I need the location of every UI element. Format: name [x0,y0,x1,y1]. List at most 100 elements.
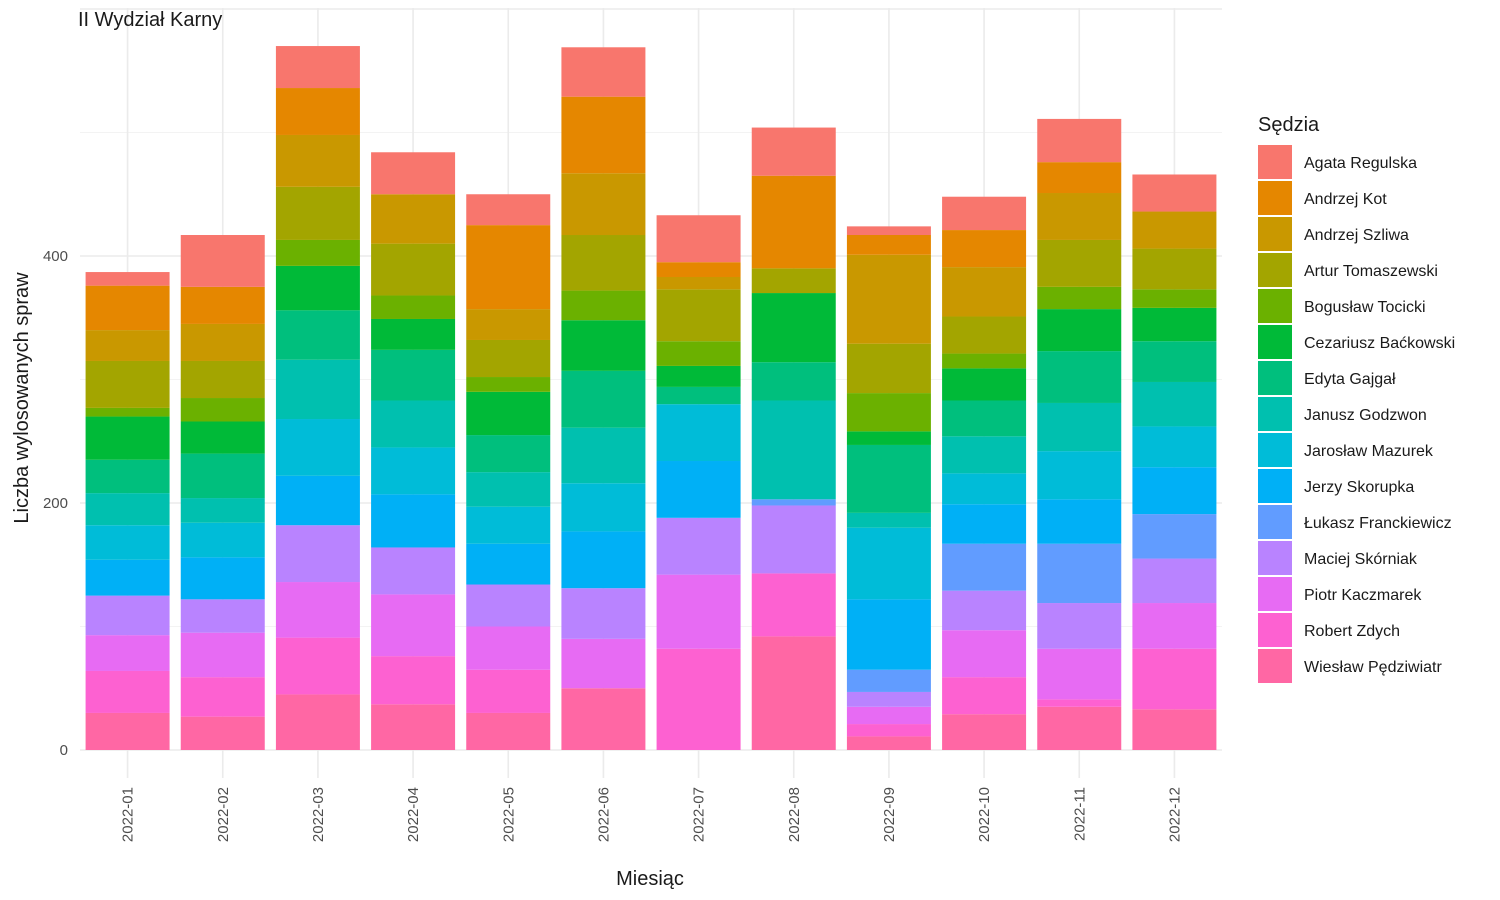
bar-segment [371,152,456,195]
bar-segment [1037,162,1122,194]
bar-segment [275,359,360,420]
bar-segment [1037,402,1122,452]
legend-swatch [1258,649,1292,683]
bar-segment [846,393,931,432]
bar-segment [466,506,551,544]
bar-segment [1037,351,1122,403]
bar-segment [846,343,931,394]
bar-segment [1037,706,1122,750]
bars [85,46,1217,750]
legend-swatch [1258,253,1292,287]
bar-segment [1132,426,1217,468]
bar-segment [275,239,360,266]
bar-segment [942,504,1027,544]
legend-label: Artur Tomaszewski [1304,263,1438,280]
bar-segment [180,599,265,633]
bar-segment [275,475,360,526]
y-axis-ticks: 0 200 400 [43,248,68,759]
bar-segment [180,632,265,678]
bar-segment [846,691,931,707]
bar-segment [466,194,551,226]
bar-segment [371,547,456,595]
bar-segment [751,400,836,500]
bar-segment [751,362,836,401]
bar-segment [846,431,931,445]
bar-segment [180,286,265,324]
bar-segment [846,527,931,600]
bar-segment [751,499,836,506]
bar-segment [466,435,551,473]
x-tick-label: 2022-12 [1166,787,1183,842]
bar-segment [656,289,741,342]
bar-segment [1037,118,1122,163]
bar-segment [846,599,931,670]
bar-segment [561,531,646,589]
bar-segment [275,310,360,360]
bar-segment [1132,648,1217,710]
legend-swatch [1258,613,1292,647]
bar-segment [275,419,360,476]
bar-segment [846,226,931,236]
bar-segment [85,493,170,526]
bar-segment [561,173,646,236]
legend-label: Edyta Gajgał [1304,371,1396,388]
bar-segment [942,714,1027,750]
bar-segment [942,543,1027,591]
bar-segment [751,293,836,363]
bar-segment [656,517,741,575]
bar-segment [85,416,170,460]
bar-segment [846,512,931,528]
bar-segment [371,656,456,705]
bar-segment [561,638,646,689]
bar-segment [1037,603,1122,649]
legend-swatch [1258,433,1292,467]
bar-segment [1037,699,1122,707]
bar-segment [942,677,1027,715]
bar-segment [942,436,1027,474]
bar-segment [656,461,741,518]
legend-label: Robert Zdych [1304,623,1400,640]
legend-swatch [1258,505,1292,539]
legend-label: Cezariusz Baćkowski [1304,335,1455,352]
bar-segment [371,194,456,244]
legend-swatch [1258,541,1292,575]
bar-segment [751,268,836,294]
bar-segment [275,186,360,240]
x-tick-label: 2022-11 [1071,787,1088,841]
bar-segment [371,295,456,319]
bar-segment [656,404,741,462]
bar-segment [942,400,1027,437]
y-axis-title: Liczba wylosowanych spraw [11,272,33,524]
bar-segment [85,525,170,560]
bar-segment [275,46,360,89]
legend-swatch [1258,361,1292,395]
bar-segment [371,243,456,296]
legend-label: Wiesław Pędziwiatr [1304,659,1442,676]
x-tick-label: 2022-09 [881,787,898,842]
bar-segment [561,370,646,428]
bar-segment [1037,648,1122,700]
bar-segment [751,636,836,750]
bar-segment [656,262,741,277]
x-tick-label: 2022-10 [976,787,993,842]
chart-title: II Wydział Karny [78,9,222,31]
bar-segment [1037,193,1122,240]
bar-segment [85,712,170,750]
bar-segment [1037,286,1122,310]
x-axis-title: Miesiąc [616,868,684,890]
bar-segment [466,339,551,378]
bar-segment [656,386,741,405]
bar-segment [1132,341,1217,382]
bar-segment [180,323,265,361]
bar-segment [942,316,1027,354]
y-tick-label: 200 [43,495,68,512]
legend-label: Agata Regulska [1304,155,1417,172]
bar-segment [942,196,1027,231]
bar-segment [846,235,931,255]
bar-segment [561,320,646,371]
bar-segment [751,573,836,637]
bar-segment [656,648,741,750]
bar-segment [85,595,170,636]
bar-segment [466,225,551,310]
